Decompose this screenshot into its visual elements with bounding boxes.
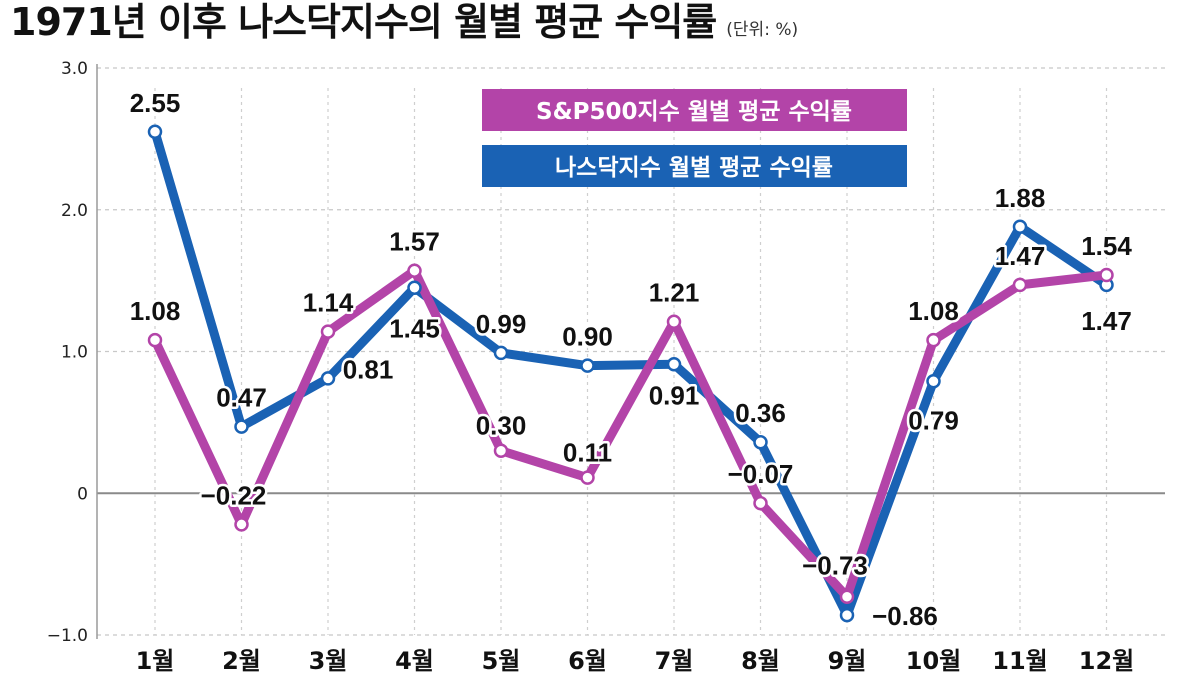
x-tick-label: 1월 <box>136 647 175 675</box>
sp500-point <box>580 470 595 485</box>
title-row: 1971년 이후 나스닥지수의 월별 평균 수익률 (단위: %) <box>10 0 798 48</box>
x-tick-label: 12월 <box>1079 647 1134 675</box>
y-tick-label: −1.0 <box>47 626 88 646</box>
y-tick-label: 1.0 <box>61 343 88 363</box>
unit-label: (단위: %) <box>726 20 799 40</box>
nasdaq-point <box>493 345 509 361</box>
sp500-data-label: 1.14 <box>303 288 354 318</box>
nasdaq-data-label: 2.55 <box>130 88 181 118</box>
x-tick-label: 11월 <box>992 647 1047 675</box>
sp500-point <box>1099 267 1114 283</box>
nasdaq-point <box>1012 219 1028 235</box>
line-layer <box>150 127 1111 620</box>
sp500-point <box>407 263 422 278</box>
sp500-data-label: 1.08 <box>908 296 959 326</box>
nasdaq-data-label: 0.47 <box>216 383 267 413</box>
sp500-point <box>753 495 768 511</box>
x-tick-label: 4월 <box>395 647 434 675</box>
sp500-data-label: −0.73 <box>802 551 868 581</box>
nasdaq-data-label: 0.99 <box>476 309 527 339</box>
sp500-data-label: 1.54 <box>1081 231 1132 261</box>
label-layer: 2.55 0.47 0.81 1.45 0.99 0.90 0.91 0.36 −0.86 0.7… <box>127 85 1135 633</box>
x-tick-label: 9월 <box>828 647 867 675</box>
x-tick-label: 2월 <box>222 647 261 675</box>
nasdaq-point <box>926 374 941 389</box>
x-tick-label: 8월 <box>741 647 780 675</box>
nasdaq-data-label: 0.90 <box>562 322 613 352</box>
x-tick-label: 6월 <box>568 647 607 675</box>
sp500-point <box>147 332 163 348</box>
sp500-point <box>926 332 941 348</box>
sp500-data-label: 1.47 <box>995 241 1046 271</box>
y-tick-label: 2.0 <box>61 201 88 221</box>
sp500-data-label: 1.08 <box>130 296 181 326</box>
nasdaq-data-label: 1.47 <box>1081 306 1132 336</box>
chart-title: 1971년 이후 나스닥지수의 월별 평균 수익률 <box>10 0 717 44</box>
nasdaq-data-label: 0.79 <box>908 405 959 435</box>
x-tick-label: 5월 <box>482 647 521 675</box>
legend-nasdaq-label: 나스닥지수 월별 평균 수익률 <box>555 155 833 181</box>
nasdaq-data-label: 1.88 <box>995 183 1046 213</box>
x-tick-label: 3월 <box>309 647 348 675</box>
nasdaq-data-label: 1.45 <box>389 314 440 344</box>
sp500-data-label: 1.21 <box>649 278 700 308</box>
legend: S&P500지수 월별 평균 수익률 나스닥지수 월별 평균 수익률 <box>482 89 907 187</box>
nasdaq-series-line <box>150 127 1111 620</box>
nasdaq-point <box>407 280 422 295</box>
sp500-data-label: 0.11 <box>563 438 612 468</box>
nasdaq-point <box>147 124 163 140</box>
sp500-point <box>320 324 336 339</box>
sp500-data-label: −0.07 <box>728 459 794 489</box>
nasdaq-data-label: 0.81 <box>343 354 394 384</box>
y-tick-label: 0 <box>77 484 88 504</box>
legend-sp500-label: S&P500지수 월별 평균 수익률 <box>536 99 852 125</box>
point-layer <box>147 124 1114 623</box>
x-tick-label: 10월 <box>906 647 961 675</box>
sp500-point <box>666 314 682 329</box>
nasdaq-point <box>234 419 249 434</box>
sp500-series-line <box>150 266 1111 602</box>
nasdaq-data-label: 0.36 <box>735 398 786 428</box>
sp500-point <box>493 443 509 458</box>
x-tick-label: 7월 <box>655 647 694 675</box>
nasdaq-point <box>839 607 855 623</box>
sp500-point <box>1012 277 1028 293</box>
nasdaq-data-label: −0.86 <box>872 601 938 631</box>
nasdaq-point <box>753 434 768 450</box>
tick-layer: 3.0 2.0 1.0 0 −1.0 1월 2월 3월 4월 5월 6월 7월 8월 9월 10월 11월 12… <box>47 59 1135 675</box>
nasdaq-point <box>320 371 336 386</box>
legend-nasdaq-swatch <box>482 145 907 187</box>
sp500-data-label: 0.30 <box>476 411 527 441</box>
sp500-data-label: −0.22 <box>201 480 267 510</box>
sp500-point <box>234 517 249 532</box>
y-tick-label: 3.0 <box>61 59 88 79</box>
nasdaq-point <box>666 357 682 372</box>
nasdaq-point <box>580 358 595 373</box>
nasdaq-data-label: 0.91 <box>649 380 700 410</box>
sp500-point <box>839 589 855 604</box>
legend-sp500-swatch <box>482 89 907 131</box>
sp500-data-label: 1.57 <box>389 227 440 257</box>
